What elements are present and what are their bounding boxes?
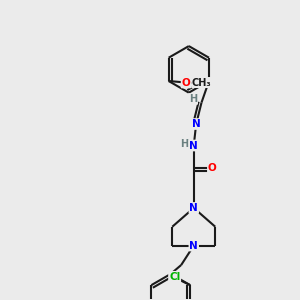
- Text: N: N: [192, 119, 200, 129]
- Text: H: H: [180, 139, 188, 149]
- Text: Cl: Cl: [169, 272, 180, 282]
- Text: H: H: [189, 94, 197, 104]
- Text: CH₃: CH₃: [192, 77, 211, 88]
- Text: N: N: [189, 241, 198, 250]
- Text: N: N: [189, 203, 198, 213]
- Text: N: N: [189, 140, 198, 151]
- Text: O: O: [182, 77, 190, 88]
- Text: O: O: [208, 163, 217, 173]
